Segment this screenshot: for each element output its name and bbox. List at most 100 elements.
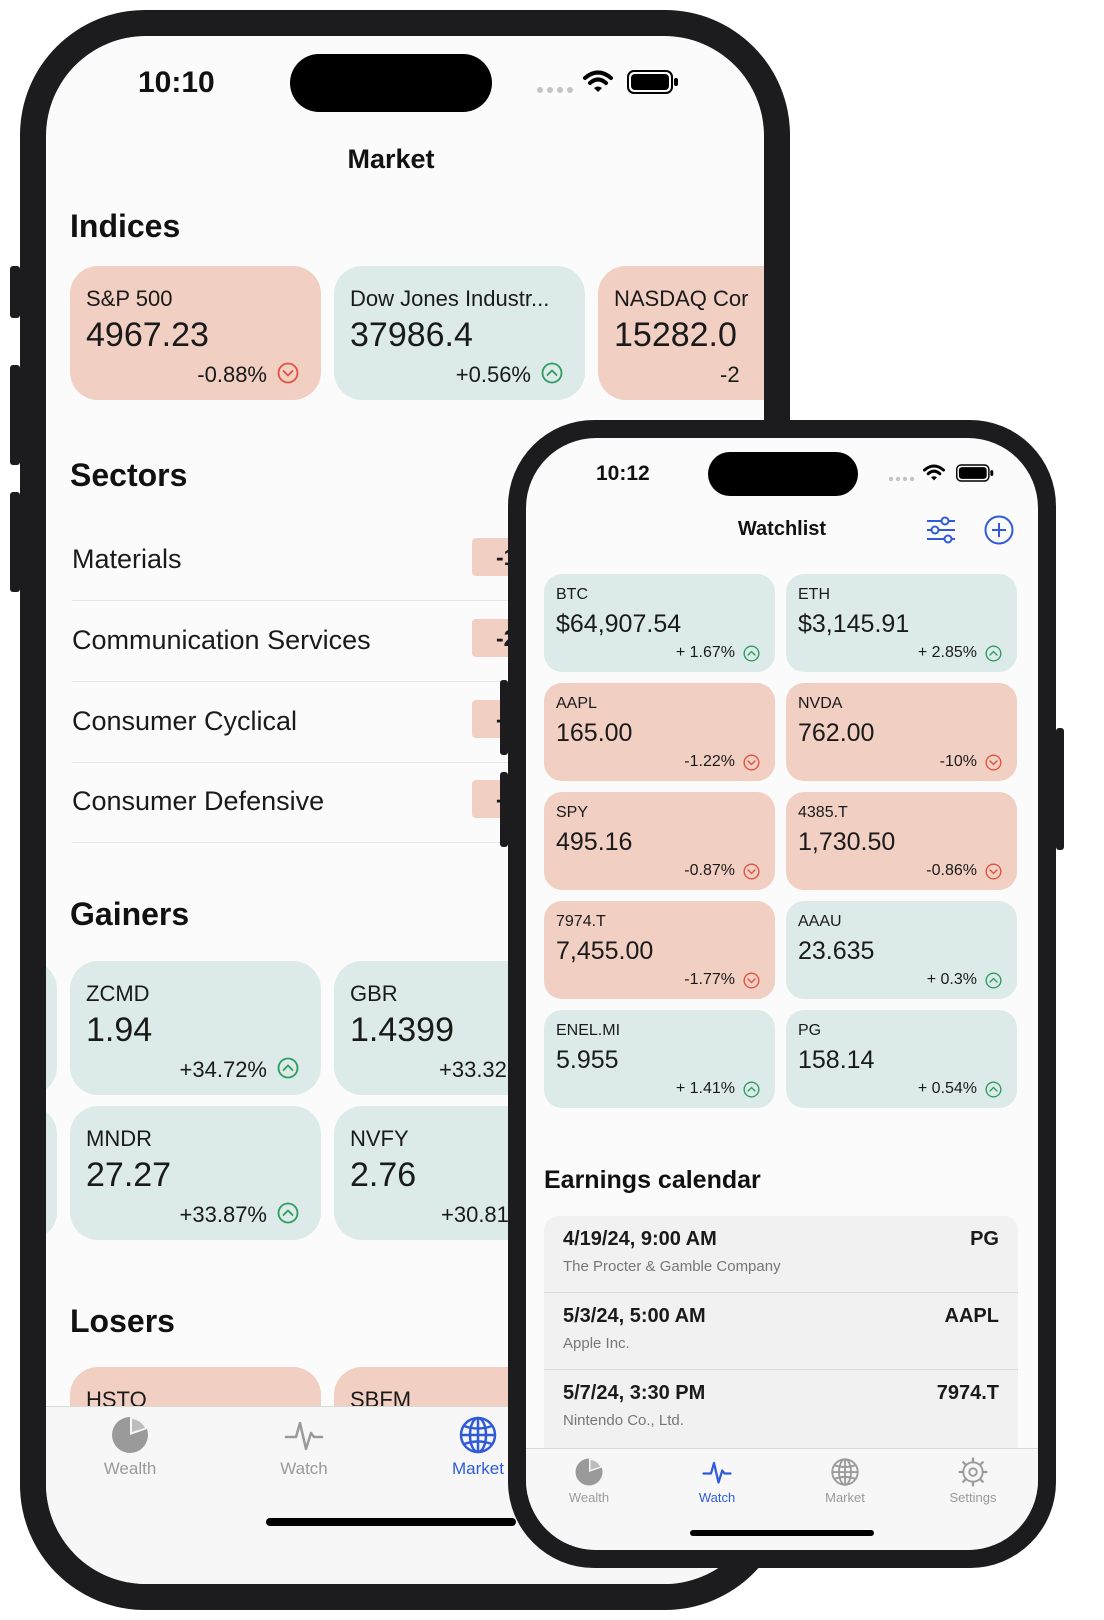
watch-change: -1.77% bbox=[684, 971, 735, 988]
watch-symbol: PG bbox=[798, 1022, 822, 1039]
tab-market[interactable]: Market bbox=[797, 1457, 893, 1505]
gainer-symbol: ZCMD bbox=[86, 981, 150, 1006]
chevron-up-circle-icon bbox=[985, 645, 1002, 662]
gainer-change: +33.32 bbox=[439, 1057, 507, 1082]
earnings-company: Nintendo Co., Ltd. bbox=[563, 1412, 684, 1429]
battery-icon bbox=[627, 70, 678, 94]
chevron-down-circle-icon bbox=[277, 362, 299, 384]
gainer-card-partial[interactable] bbox=[46, 1106, 57, 1240]
index-card-dow[interactable]: Dow Jones Industr... 37986.4 +0.56% bbox=[334, 266, 585, 400]
watch-symbol: NVDA bbox=[798, 695, 843, 712]
chevron-down-circle-icon bbox=[743, 863, 760, 880]
earnings-datetime: 4/19/24, 9:00 AM bbox=[563, 1228, 717, 1250]
home-indicator bbox=[266, 1518, 516, 1526]
tab-label: Market bbox=[452, 1459, 504, 1478]
watch-symbol: SPY bbox=[556, 804, 589, 821]
chevron-up-circle-icon bbox=[985, 1081, 1002, 1098]
watch-card[interactable]: NVDA 762.00 -10% bbox=[786, 683, 1017, 781]
gainer-price: 1.94 bbox=[86, 1011, 153, 1049]
earnings-company: The Procter & Gamble Company bbox=[563, 1258, 781, 1275]
watch-price: 5.955 bbox=[556, 1046, 619, 1074]
watch-change: + 0.3% bbox=[926, 971, 977, 988]
filter-sliders-icon[interactable] bbox=[926, 516, 956, 544]
chevron-up-circle-icon bbox=[985, 972, 1002, 989]
gainer-card[interactable]: MNDR 27.27 +33.87% bbox=[70, 1106, 321, 1240]
globe-icon bbox=[459, 1416, 497, 1454]
tab-settings[interactable]: Settings bbox=[925, 1457, 1021, 1505]
gainer-card-partial[interactable] bbox=[46, 961, 57, 1095]
watch-symbol: AAAU bbox=[798, 913, 842, 930]
gainers-title: Gainers bbox=[70, 896, 190, 932]
watch-card[interactable]: ENEL.MI 5.955 + 1.41% bbox=[544, 1010, 775, 1108]
watch-card[interactable]: BTC $64,907.54 + 1.67% bbox=[544, 574, 775, 672]
chevron-up-circle-icon bbox=[541, 362, 563, 384]
watch-card[interactable]: AAPL 165.00 -1.22% bbox=[544, 683, 775, 781]
signal-dots-icon bbox=[888, 476, 915, 482]
watch-change: -0.86% bbox=[926, 862, 977, 879]
tab-watch[interactable]: Watch bbox=[669, 1457, 765, 1505]
earnings-title: Earnings calendar bbox=[544, 1166, 761, 1194]
gainer-card[interactable]: ZCMD 1.94 +34.72% bbox=[70, 961, 321, 1095]
sector-name: Consumer Defensive bbox=[72, 786, 325, 816]
tab-label: Watch bbox=[280, 1459, 328, 1478]
tab-wealth[interactable]: Wealth bbox=[541, 1457, 637, 1505]
sectors-title: Sectors bbox=[70, 457, 188, 493]
watch-card[interactable]: ETH $3,145.91 + 2.85% bbox=[786, 574, 1017, 672]
index-value: 4967.23 bbox=[86, 316, 209, 354]
tab-watch[interactable]: Watch bbox=[244, 1415, 364, 1479]
add-circle-icon[interactable] bbox=[984, 515, 1014, 545]
watch-change: -0.87% bbox=[684, 862, 735, 879]
watch-change: + 0.54% bbox=[917, 1080, 977, 1097]
watch-card[interactable]: AAAU 23.635 + 0.3% bbox=[786, 901, 1017, 999]
index-change: +0.56% bbox=[455, 362, 531, 387]
earnings-row[interactable]: 5/3/24, 5:00 AM Apple Inc. AAPL bbox=[544, 1293, 1018, 1370]
earnings-ticker: AAPL bbox=[944, 1305, 999, 1327]
watch-price: 7,455.00 bbox=[556, 937, 654, 965]
chevron-down-circle-icon bbox=[985, 754, 1002, 771]
watch-change: -10% bbox=[939, 753, 977, 770]
watch-change: -1.22% bbox=[684, 753, 735, 770]
home-indicator bbox=[690, 1530, 874, 1536]
dynamic-island bbox=[708, 452, 858, 496]
watch-card[interactable]: 4385.T 1,730.50 -0.86% bbox=[786, 792, 1017, 890]
watch-price: 23.635 bbox=[798, 937, 875, 965]
volume-button bbox=[500, 680, 508, 755]
sector-name: Communication Services bbox=[72, 625, 371, 655]
earnings-row[interactable]: 5/7/24, 3:30 PM Nintendo Co., Ltd. 7974.… bbox=[544, 1370, 1018, 1461]
earnings-row[interactable]: 4/19/24, 9:00 AM The Procter & Gamble Co… bbox=[544, 1216, 1018, 1293]
watch-symbol: BTC bbox=[556, 586, 588, 603]
tab-wealth[interactable]: Wealth bbox=[70, 1415, 190, 1479]
index-card-nasdaq[interactable]: NASDAQ Cor 15282.0 -2 bbox=[598, 266, 764, 400]
watch-card[interactable]: SPY 495.16 -0.87% bbox=[544, 792, 775, 890]
wifi-icon bbox=[923, 464, 945, 481]
watch-card[interactable]: PG 158.14 + 0.54% bbox=[786, 1010, 1017, 1108]
battery-icon bbox=[956, 464, 994, 482]
index-card-sp500[interactable]: S&P 500 4967.23 -0.88% bbox=[70, 266, 321, 400]
sector-name: Materials bbox=[72, 544, 182, 574]
gainer-price: 27.27 bbox=[86, 1156, 172, 1194]
gainer-change: +34.72% bbox=[179, 1057, 267, 1082]
watch-symbol: AAPL bbox=[556, 695, 597, 712]
index-value: 15282.0 bbox=[614, 316, 737, 354]
watch-price: 762.00 bbox=[798, 719, 875, 747]
tab-label: Wealth bbox=[568, 1490, 610, 1505]
tab-market[interactable]: Market bbox=[418, 1415, 538, 1479]
tab-label: Market bbox=[825, 1490, 865, 1505]
indices-title: Indices bbox=[70, 208, 181, 244]
watch-change: + 1.41% bbox=[675, 1080, 735, 1097]
watch-price: 158.14 bbox=[798, 1046, 875, 1074]
gainer-symbol: MNDR bbox=[86, 1126, 152, 1151]
index-change: -0.88% bbox=[197, 362, 267, 387]
gainer-price: 2.76 bbox=[350, 1156, 417, 1194]
chevron-up-circle-icon bbox=[277, 1202, 299, 1224]
index-name: NASDAQ Cor bbox=[614, 286, 749, 311]
chevron-up-circle-icon bbox=[277, 1057, 299, 1079]
watch-symbol: ETH bbox=[798, 586, 830, 603]
volume-button bbox=[500, 772, 508, 847]
pie-chart-icon bbox=[112, 1417, 148, 1453]
wifi-icon bbox=[583, 70, 613, 92]
globe-icon bbox=[831, 1458, 859, 1486]
watch-card[interactable]: 7974.T 7,455.00 -1.77% bbox=[544, 901, 775, 999]
earnings-ticker: 7974.T bbox=[936, 1382, 999, 1404]
index-change: -2 bbox=[720, 362, 740, 387]
